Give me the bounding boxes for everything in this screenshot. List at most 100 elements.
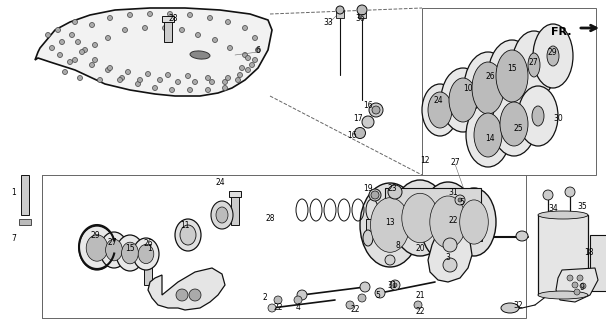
Text: 27: 27 <box>107 237 117 246</box>
Circle shape <box>136 82 141 86</box>
Circle shape <box>236 77 241 83</box>
Circle shape <box>543 190 553 200</box>
Circle shape <box>59 39 64 44</box>
Circle shape <box>360 282 370 292</box>
Circle shape <box>580 283 586 289</box>
Text: 18: 18 <box>584 247 594 257</box>
Circle shape <box>210 79 215 84</box>
Ellipse shape <box>402 193 438 243</box>
Text: 2: 2 <box>262 293 267 302</box>
Circle shape <box>574 289 580 295</box>
Circle shape <box>443 258 457 272</box>
Circle shape <box>187 12 193 18</box>
Ellipse shape <box>370 198 410 252</box>
Circle shape <box>274 296 282 304</box>
Ellipse shape <box>547 46 559 66</box>
Text: 5: 5 <box>459 197 464 206</box>
Ellipse shape <box>528 53 540 77</box>
Circle shape <box>256 47 261 52</box>
Circle shape <box>222 85 227 91</box>
Ellipse shape <box>501 303 519 313</box>
Text: 24: 24 <box>215 178 225 187</box>
Text: 15: 15 <box>507 63 517 73</box>
Text: 25: 25 <box>513 124 523 132</box>
Circle shape <box>50 45 55 51</box>
Circle shape <box>225 76 230 81</box>
Circle shape <box>125 69 130 75</box>
Text: 28: 28 <box>265 213 275 222</box>
Bar <box>538 215 588 295</box>
Ellipse shape <box>496 50 528 102</box>
Text: 8: 8 <box>396 241 401 250</box>
Text: 23: 23 <box>387 183 397 193</box>
Circle shape <box>268 304 276 312</box>
Text: 22: 22 <box>448 215 458 225</box>
Ellipse shape <box>500 102 528 146</box>
Text: 29: 29 <box>547 47 557 57</box>
Circle shape <box>67 60 73 65</box>
Bar <box>19 219 31 225</box>
Text: 16: 16 <box>347 131 357 140</box>
Circle shape <box>205 87 210 92</box>
Circle shape <box>358 294 366 302</box>
Circle shape <box>165 73 170 77</box>
Polygon shape <box>35 8 272 96</box>
Ellipse shape <box>175 219 201 251</box>
Circle shape <box>253 36 258 41</box>
Bar <box>42 175 526 318</box>
Text: 34: 34 <box>548 204 558 212</box>
Circle shape <box>170 87 175 92</box>
Text: 6: 6 <box>256 45 261 54</box>
Polygon shape <box>428 228 472 282</box>
Ellipse shape <box>422 84 458 136</box>
Bar <box>162 16 174 22</box>
Circle shape <box>227 45 233 51</box>
Circle shape <box>443 238 457 252</box>
Ellipse shape <box>532 106 544 126</box>
Circle shape <box>253 58 258 62</box>
Ellipse shape <box>452 188 496 256</box>
Ellipse shape <box>488 40 536 112</box>
Circle shape <box>56 28 61 33</box>
Text: 27: 27 <box>450 157 460 166</box>
Ellipse shape <box>355 127 365 139</box>
Bar <box>590 235 606 291</box>
Circle shape <box>122 28 127 33</box>
Text: 16: 16 <box>363 100 373 109</box>
Text: 3: 3 <box>445 253 450 262</box>
Circle shape <box>176 289 188 301</box>
Text: 19: 19 <box>363 183 373 193</box>
Text: 13: 13 <box>385 218 395 227</box>
Circle shape <box>196 33 201 37</box>
Circle shape <box>70 33 75 37</box>
Circle shape <box>458 198 462 202</box>
Circle shape <box>393 283 397 287</box>
Circle shape <box>62 69 67 75</box>
Circle shape <box>118 77 122 83</box>
Ellipse shape <box>460 200 488 244</box>
Ellipse shape <box>360 183 420 267</box>
Ellipse shape <box>430 196 466 248</box>
Ellipse shape <box>472 62 504 114</box>
Ellipse shape <box>512 31 556 99</box>
Circle shape <box>371 191 379 199</box>
Ellipse shape <box>133 238 159 270</box>
Ellipse shape <box>86 235 108 261</box>
Ellipse shape <box>518 86 558 146</box>
Text: 15: 15 <box>125 244 135 252</box>
Circle shape <box>145 71 150 76</box>
Ellipse shape <box>369 189 381 201</box>
Text: 11: 11 <box>180 220 190 229</box>
Circle shape <box>294 296 302 304</box>
Ellipse shape <box>216 207 228 223</box>
Text: 22: 22 <box>273 303 283 313</box>
Circle shape <box>213 37 218 43</box>
Ellipse shape <box>538 211 588 219</box>
Ellipse shape <box>372 106 380 114</box>
Circle shape <box>147 12 153 17</box>
Circle shape <box>58 52 62 58</box>
Circle shape <box>158 77 162 83</box>
Circle shape <box>162 26 167 30</box>
Ellipse shape <box>538 291 588 299</box>
Text: 36: 36 <box>355 13 365 22</box>
